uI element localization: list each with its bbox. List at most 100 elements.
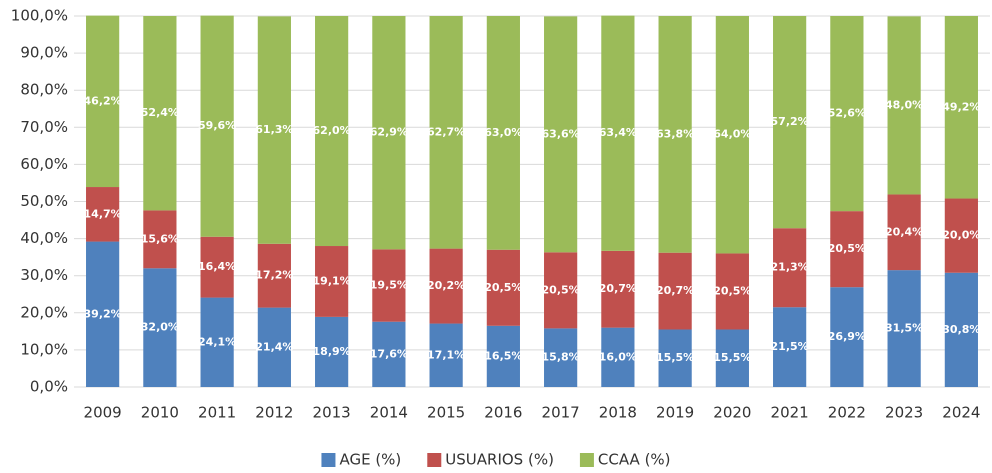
data-label: 61,3% bbox=[255, 123, 293, 136]
data-label: 62,0% bbox=[313, 124, 351, 137]
bar-segment bbox=[830, 211, 864, 288]
data-label: 46,2% bbox=[84, 94, 122, 107]
x-tick-label: 2013 bbox=[313, 404, 351, 422]
bar-segment bbox=[944, 198, 978, 273]
x-tick-label: 2024 bbox=[942, 404, 980, 422]
x-tick-label: 2012 bbox=[255, 404, 293, 422]
data-label: 49,2% bbox=[942, 100, 980, 113]
data-label: 14,7% bbox=[84, 207, 122, 220]
bar-segment bbox=[143, 268, 177, 387]
x-tick-label: 2017 bbox=[542, 404, 580, 422]
bar-segment bbox=[143, 210, 177, 269]
y-tick-label: 40,0% bbox=[20, 229, 68, 247]
data-label: 15,5% bbox=[656, 351, 694, 364]
y-tick-label: 70,0% bbox=[20, 118, 68, 136]
data-label: 63,8% bbox=[656, 127, 694, 140]
x-tick-label: 2022 bbox=[828, 404, 866, 422]
y-tick-label: 100,0% bbox=[11, 7, 68, 25]
data-label: 20,5% bbox=[542, 283, 580, 296]
bar-segment bbox=[143, 16, 177, 211]
data-label: 31,5% bbox=[885, 322, 923, 335]
x-tick-label: 2015 bbox=[427, 404, 465, 422]
bar-segment bbox=[372, 16, 406, 250]
legend-label: AGE (%) bbox=[339, 451, 401, 469]
legend-swatch bbox=[427, 453, 442, 467]
data-label: 62,9% bbox=[370, 126, 408, 139]
bar-segment bbox=[86, 15, 120, 188]
bar-segment bbox=[544, 252, 578, 329]
x-tick-label: 2020 bbox=[713, 404, 751, 422]
bar-segment bbox=[429, 16, 463, 249]
x-tick-label: 2018 bbox=[599, 404, 637, 422]
data-label: 20,7% bbox=[656, 284, 694, 297]
data-label: 18,9% bbox=[313, 345, 351, 358]
x-tick-label: 2009 bbox=[84, 404, 122, 422]
bar-segment bbox=[887, 270, 921, 387]
data-label: 19,1% bbox=[313, 274, 351, 287]
data-label: 20,7% bbox=[599, 282, 637, 295]
bar-segment bbox=[257, 16, 291, 244]
bar-segment bbox=[86, 241, 120, 387]
data-label: 30,8% bbox=[942, 323, 980, 336]
bar-segment bbox=[658, 252, 692, 330]
legend-label: CCAA (%) bbox=[598, 451, 671, 469]
data-label: 62,7% bbox=[427, 125, 465, 138]
bar-segment bbox=[887, 194, 921, 271]
data-label: 17,2% bbox=[255, 269, 293, 282]
bar-segment bbox=[372, 249, 406, 322]
bar-segment bbox=[200, 15, 234, 237]
bar-segment bbox=[86, 187, 120, 242]
bar-segment bbox=[544, 328, 578, 387]
bar-segment bbox=[944, 16, 978, 199]
y-tick-label: 0,0% bbox=[30, 378, 68, 396]
data-label: 39,2% bbox=[84, 307, 122, 320]
bar-segment bbox=[486, 249, 520, 326]
data-label: 21,5% bbox=[771, 340, 809, 353]
data-label: 20,5% bbox=[484, 281, 522, 294]
bar-segment bbox=[372, 321, 406, 387]
bar-segment bbox=[715, 253, 749, 330]
legend-swatch bbox=[579, 453, 594, 467]
legend-swatch bbox=[321, 453, 336, 467]
bar-segment bbox=[257, 243, 291, 308]
data-label: 19,5% bbox=[370, 279, 408, 292]
legend-label: USUARIOS (%) bbox=[445, 451, 554, 469]
bar-segment bbox=[887, 16, 921, 195]
x-tick-label: 2014 bbox=[370, 404, 408, 422]
bar-segment bbox=[544, 16, 578, 253]
x-tick-label: 2023 bbox=[885, 404, 923, 422]
bar-segment bbox=[429, 323, 463, 387]
y-tick-label: 50,0% bbox=[20, 192, 68, 210]
x-tick-label: 2021 bbox=[771, 404, 809, 422]
y-tick-label: 20,0% bbox=[20, 303, 68, 321]
data-label: 24,1% bbox=[198, 335, 236, 348]
bar-segment bbox=[830, 287, 864, 387]
x-tick-label: 2010 bbox=[141, 404, 179, 422]
y-tick-label: 80,0% bbox=[20, 81, 68, 99]
data-label: 52,6% bbox=[828, 107, 866, 120]
bar-segment bbox=[658, 16, 692, 253]
bar-segment bbox=[486, 325, 520, 387]
bar-segment bbox=[715, 16, 749, 254]
bar-segment bbox=[315, 16, 349, 247]
y-tick-label: 10,0% bbox=[20, 340, 68, 358]
data-label: 59,6% bbox=[198, 119, 236, 132]
bar-segment bbox=[429, 248, 463, 324]
y-tick-label: 90,0% bbox=[20, 44, 68, 62]
bar-segment bbox=[773, 307, 807, 387]
bar-segment bbox=[715, 329, 749, 387]
data-label: 15,6% bbox=[141, 232, 179, 245]
data-label: 15,8% bbox=[542, 351, 580, 364]
data-label: 21,3% bbox=[771, 261, 809, 274]
data-label: 20,2% bbox=[427, 279, 465, 292]
x-tick-label: 2011 bbox=[198, 404, 236, 422]
bar-segment bbox=[315, 316, 349, 387]
data-label: 17,6% bbox=[370, 347, 408, 360]
data-label: 20,4% bbox=[885, 225, 923, 238]
data-label: 52,4% bbox=[141, 106, 179, 119]
bar-segment bbox=[486, 16, 520, 250]
data-label: 20,5% bbox=[713, 284, 751, 297]
x-tick-label: 2016 bbox=[484, 404, 522, 422]
y-tick-label: 30,0% bbox=[20, 266, 68, 284]
